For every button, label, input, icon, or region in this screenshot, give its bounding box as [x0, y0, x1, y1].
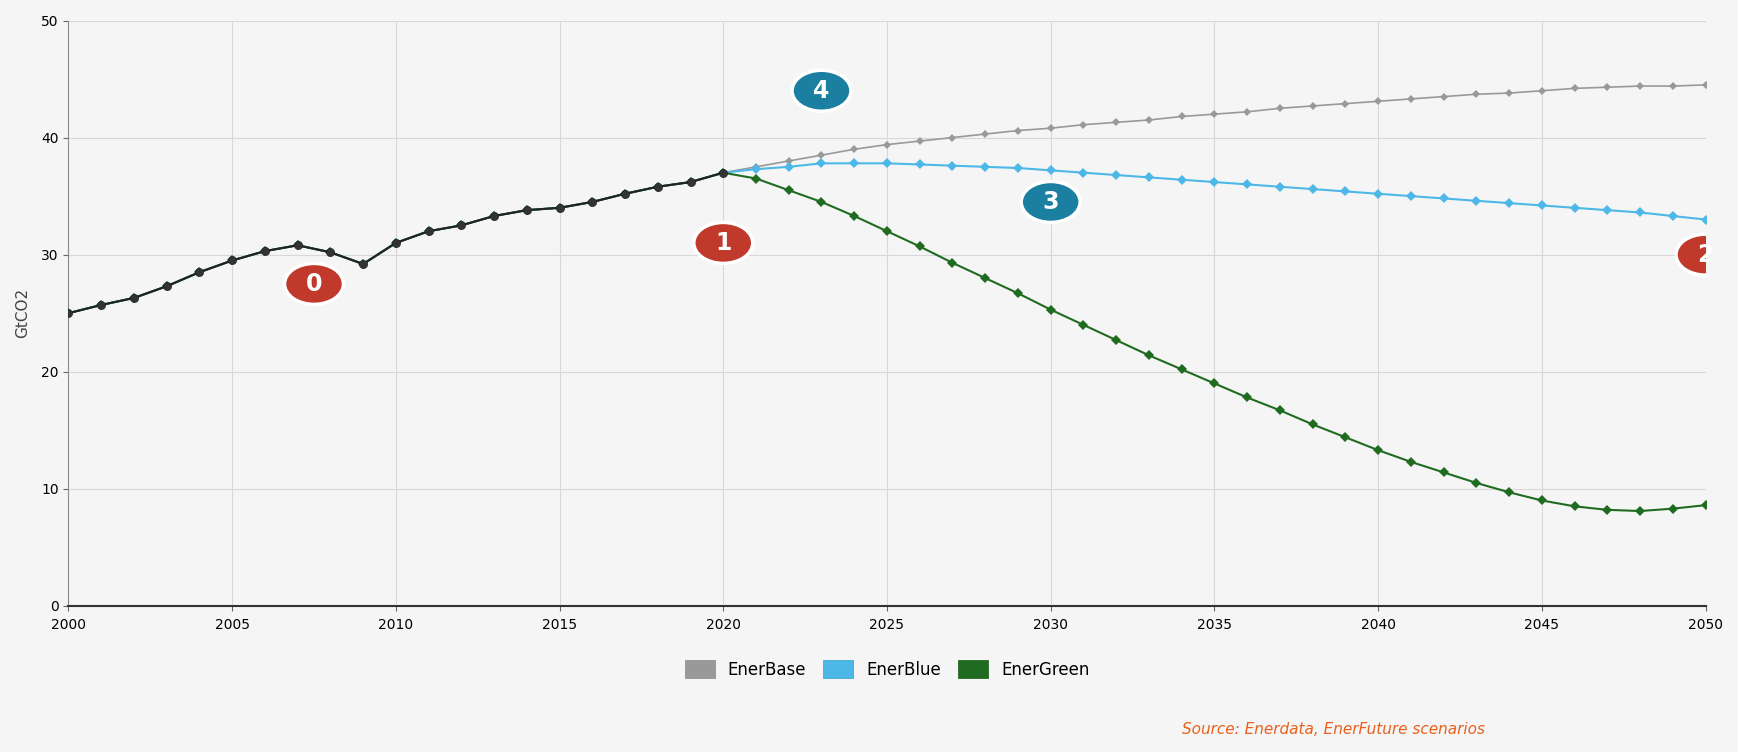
- Ellipse shape: [1022, 181, 1079, 223]
- Ellipse shape: [793, 70, 852, 111]
- Text: 2: 2: [1698, 243, 1714, 267]
- Text: 1: 1: [714, 231, 732, 255]
- Ellipse shape: [693, 223, 753, 263]
- Ellipse shape: [1675, 234, 1735, 275]
- Text: 4: 4: [813, 79, 829, 103]
- Text: 3: 3: [1043, 190, 1058, 214]
- Text: Source: Enerdata, EnerFuture scenarios: Source: Enerdata, EnerFuture scenarios: [1182, 722, 1484, 737]
- Y-axis label: GtCO2: GtCO2: [16, 288, 30, 338]
- Text: 0: 0: [306, 272, 322, 296]
- Ellipse shape: [285, 263, 344, 305]
- Legend: EnerBase, EnerBlue, EnerGreen: EnerBase, EnerBlue, EnerGreen: [678, 653, 1097, 685]
